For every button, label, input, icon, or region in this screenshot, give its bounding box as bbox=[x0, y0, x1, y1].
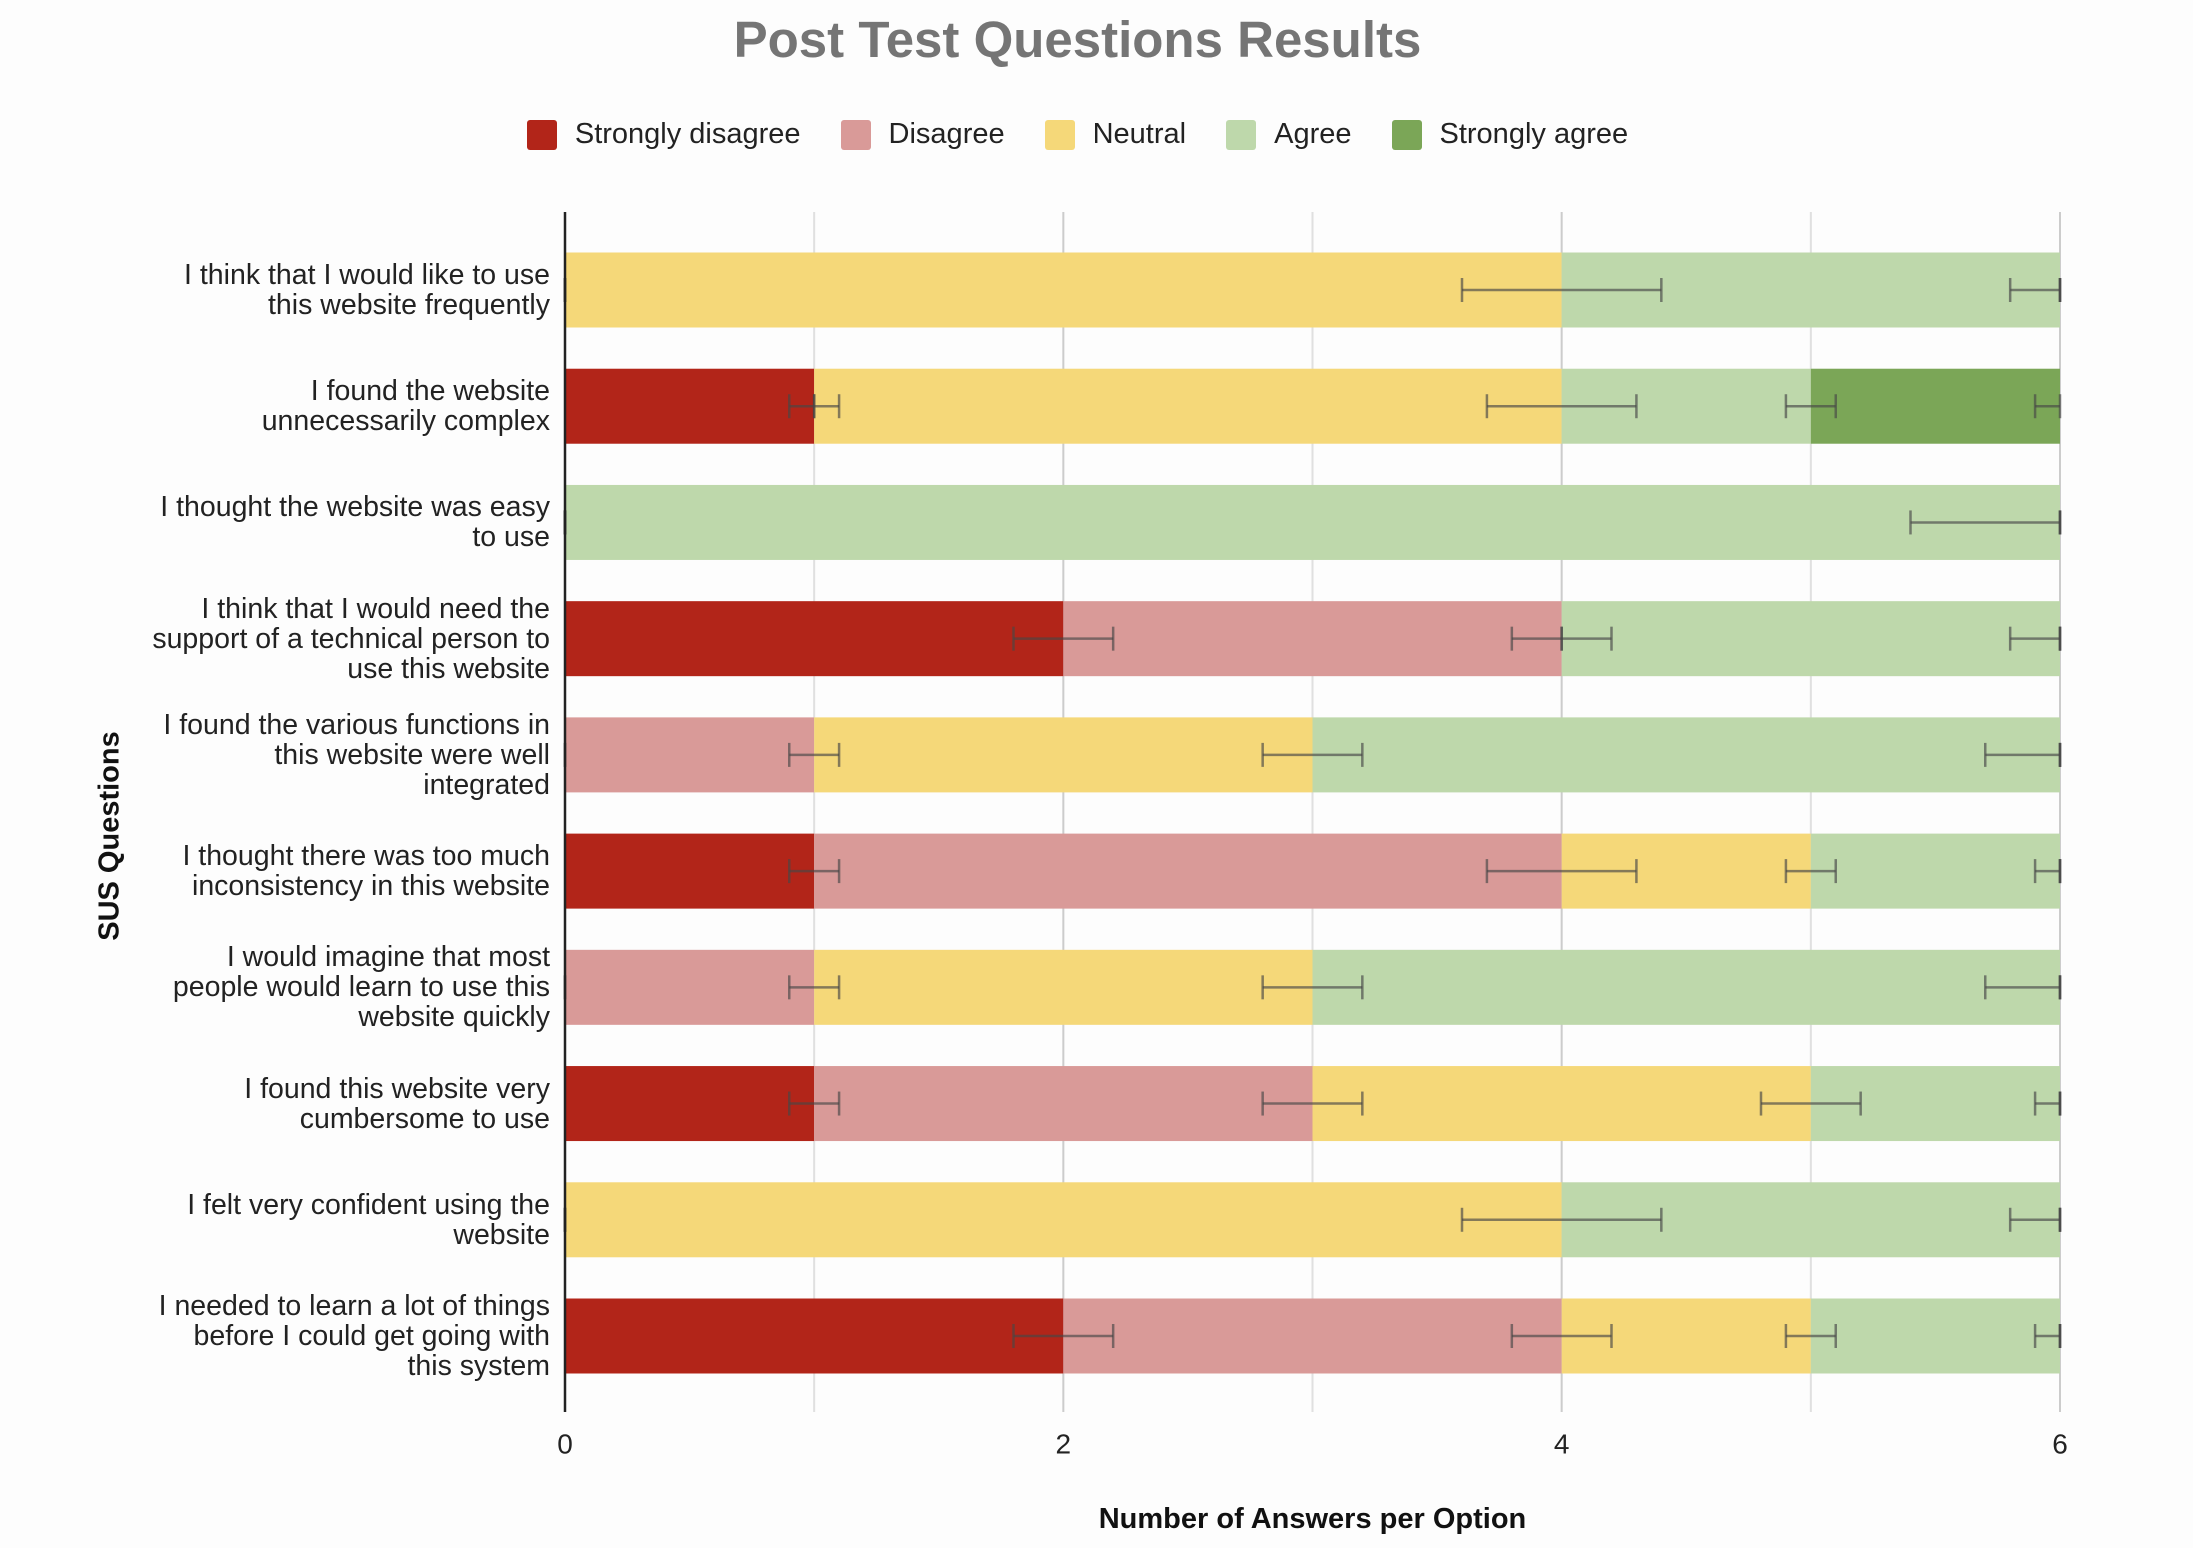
bar-segment bbox=[565, 833, 815, 909]
legend-label: Agree bbox=[1274, 118, 1352, 150]
legend-swatch bbox=[526, 119, 557, 150]
bar-segment bbox=[565, 484, 2060, 560]
bar-segment bbox=[814, 368, 1562, 444]
legend-label: Disagree bbox=[888, 118, 1005, 150]
bar-segment bbox=[565, 1298, 1064, 1374]
bar-segment bbox=[1312, 1066, 1811, 1142]
error-bar bbox=[1485, 859, 1638, 884]
error-bar bbox=[1784, 1324, 1837, 1348]
legend-item: Strongly agree bbox=[1391, 118, 1629, 151]
y-tick-label: I found this website very cumbersome to … bbox=[244, 1072, 550, 1135]
error-bar bbox=[1261, 1091, 1364, 1116]
bar-segment bbox=[1312, 949, 2060, 1025]
error-bar bbox=[1784, 859, 1837, 884]
error-bar bbox=[1012, 1324, 1115, 1348]
y-tick-label: I thought there was too much inconsisten… bbox=[182, 840, 550, 903]
error-bar bbox=[788, 975, 841, 1000]
y-tick-label: I think that I would need the support of… bbox=[152, 592, 550, 685]
bar-segment bbox=[565, 601, 1064, 677]
bar-segment bbox=[565, 717, 815, 793]
error-bar bbox=[1485, 394, 1638, 419]
y-tick-label: I felt very confident using the website bbox=[187, 1188, 550, 1251]
bar-segment bbox=[565, 949, 815, 1025]
legend-swatch bbox=[1391, 119, 1422, 150]
bar-segment bbox=[565, 252, 1562, 328]
bar-segment bbox=[814, 949, 1313, 1025]
legend-swatch bbox=[840, 119, 871, 150]
error-bar bbox=[1460, 1207, 1663, 1232]
x-tick-label: 6 bbox=[2052, 1428, 2068, 1459]
error-bar bbox=[788, 859, 841, 884]
bar-segment bbox=[1312, 717, 2060, 793]
legend-item: Neutral bbox=[1044, 118, 1187, 151]
bar-segment bbox=[1063, 601, 1562, 677]
x-axis-label: Number of Answers per Option bbox=[1098, 1503, 1527, 1535]
y-tick-label: I thought the website was easy to use bbox=[160, 491, 550, 554]
y-tick-label: I think that I would like to use this we… bbox=[184, 259, 550, 321]
bar-segment bbox=[1810, 368, 2060, 444]
error-bar bbox=[1261, 975, 1364, 1000]
error-bar bbox=[1460, 278, 1663, 302]
y-tick-label: I found the website unnecessarily comple… bbox=[261, 375, 550, 438]
bar-segment bbox=[565, 368, 815, 444]
legend-label: Strongly agree bbox=[1439, 118, 1629, 150]
legend-swatch bbox=[1044, 119, 1075, 150]
error-bar bbox=[1510, 1324, 1613, 1348]
bar-segment bbox=[1810, 833, 2060, 909]
error-bar bbox=[788, 742, 841, 767]
error-bar bbox=[1012, 626, 1115, 651]
x-tick-label: 4 bbox=[1554, 1428, 1570, 1459]
bar-segment bbox=[814, 1066, 1313, 1142]
bar-segment bbox=[1561, 601, 2060, 677]
legend-item: Strongly disagree bbox=[526, 118, 801, 151]
legend: Strongly disagree Disagree Neutral Agree Str… bbox=[0, 118, 2155, 151]
y-tick-label: I found the various functions in this we… bbox=[163, 708, 550, 801]
chart-title: Post Test Questions Results bbox=[733, 11, 1422, 68]
bar-segment bbox=[565, 1066, 815, 1142]
legend-item: Disagree bbox=[840, 118, 1005, 151]
error-bar bbox=[1261, 742, 1364, 767]
bar-segment bbox=[565, 1182, 1562, 1258]
y-tick-label: I needed to learn a lot of things before… bbox=[158, 1290, 550, 1382]
legend-swatch bbox=[1226, 119, 1257, 150]
y-tick-label: I would imagine that most people would l… bbox=[172, 941, 550, 1034]
legend-label: Neutral bbox=[1092, 118, 1187, 150]
x-tick-label: 2 bbox=[1056, 1428, 1072, 1459]
legend-label: Strongly disagree bbox=[574, 118, 801, 150]
x-tick-label: 0 bbox=[557, 1428, 573, 1459]
bar-segment bbox=[814, 717, 1313, 793]
error-bar bbox=[1759, 1091, 1862, 1116]
bar-segment bbox=[1063, 1298, 1562, 1374]
error-bar bbox=[788, 1091, 841, 1116]
error-bar bbox=[1784, 394, 1837, 419]
bar-segment bbox=[814, 833, 1562, 909]
legend-item: Agree bbox=[1226, 118, 1352, 151]
bar-segment bbox=[1810, 1298, 2060, 1374]
error-bar bbox=[2033, 394, 2062, 419]
